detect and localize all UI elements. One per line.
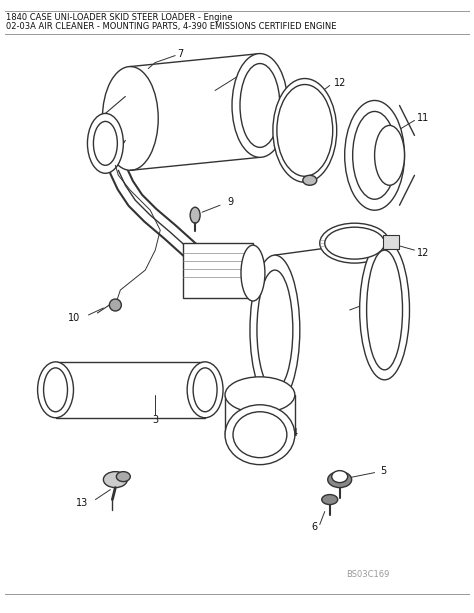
Ellipse shape (241, 245, 265, 301)
Ellipse shape (193, 368, 217, 412)
Text: 6: 6 (312, 522, 318, 533)
Text: 12: 12 (417, 248, 429, 258)
Text: 5: 5 (381, 466, 387, 476)
Ellipse shape (250, 255, 300, 405)
Bar (383, 235, 399, 249)
Ellipse shape (273, 78, 337, 182)
Text: 02-03A AIR CLEANER - MOUNTING PARTS, 4-390 EMISSIONS CERTIFIED ENGINE: 02-03A AIR CLEANER - MOUNTING PARTS, 4-3… (6, 22, 336, 31)
Ellipse shape (190, 207, 200, 223)
Ellipse shape (257, 270, 293, 390)
Ellipse shape (233, 412, 287, 458)
Ellipse shape (303, 175, 317, 185)
Text: BS03C169: BS03C169 (346, 570, 390, 579)
Ellipse shape (44, 368, 67, 412)
Ellipse shape (366, 250, 402, 370)
Ellipse shape (87, 113, 123, 173)
Text: 10: 10 (68, 313, 81, 323)
Bar (183, 243, 253, 298)
Text: 4: 4 (292, 428, 298, 438)
Ellipse shape (332, 471, 347, 482)
Ellipse shape (240, 64, 280, 147)
Ellipse shape (345, 101, 404, 210)
Text: 3: 3 (152, 415, 158, 425)
Ellipse shape (225, 405, 295, 465)
Ellipse shape (187, 362, 223, 417)
Text: 8: 8 (302, 282, 308, 292)
Ellipse shape (360, 240, 410, 380)
Text: 13: 13 (76, 498, 89, 508)
Ellipse shape (102, 67, 158, 170)
Ellipse shape (103, 471, 128, 487)
Ellipse shape (109, 299, 121, 311)
Ellipse shape (320, 223, 390, 263)
Text: 1840 CASE UNI-LOADER SKID STEER LOADER - Engine: 1840 CASE UNI-LOADER SKID STEER LOADER -… (6, 13, 232, 22)
Ellipse shape (277, 85, 333, 177)
Bar (130, 67, 260, 175)
Ellipse shape (325, 227, 384, 259)
Text: 11: 11 (417, 113, 429, 123)
Ellipse shape (322, 495, 337, 504)
Ellipse shape (116, 471, 130, 482)
Text: 9: 9 (227, 197, 233, 207)
Ellipse shape (232, 53, 288, 158)
Text: 7: 7 (177, 48, 183, 59)
Bar (55, 362, 205, 417)
Ellipse shape (93, 121, 118, 166)
Text: 12: 12 (334, 77, 346, 88)
Ellipse shape (37, 362, 73, 417)
Ellipse shape (353, 112, 397, 199)
Ellipse shape (328, 471, 352, 487)
Text: 2: 2 (396, 287, 402, 297)
Ellipse shape (225, 377, 295, 413)
Text: 1: 1 (262, 58, 268, 67)
Ellipse shape (374, 126, 404, 185)
Bar (275, 255, 384, 405)
